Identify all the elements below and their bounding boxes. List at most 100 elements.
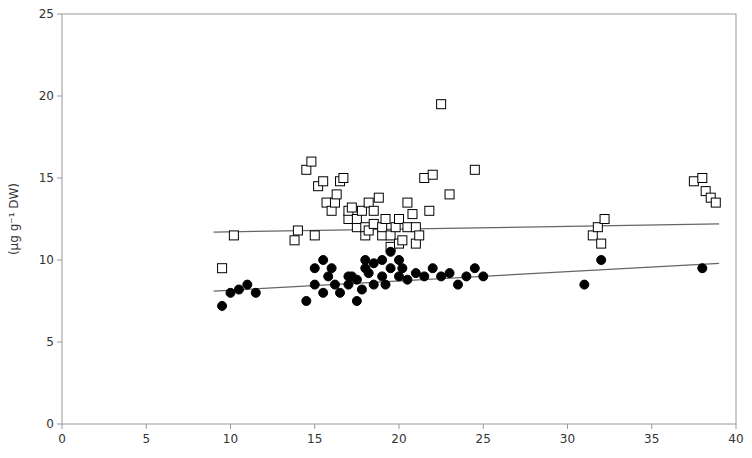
circle-point xyxy=(218,301,227,310)
circle-point xyxy=(324,272,333,281)
regression-line xyxy=(214,224,720,232)
circle-point xyxy=(243,280,252,289)
square-point xyxy=(445,190,454,199)
y-tick xyxy=(57,260,62,261)
circle-point xyxy=(369,280,378,289)
square-point xyxy=(369,206,378,215)
square-point xyxy=(470,165,479,174)
square-point xyxy=(408,210,417,219)
square-point xyxy=(398,236,407,245)
square-point xyxy=(344,215,353,224)
square-point xyxy=(378,223,387,232)
chart: 05101520253035400510152025(µg g⁻¹ DW) xyxy=(0,0,752,458)
circle-point xyxy=(319,288,328,297)
x-tick xyxy=(230,424,231,429)
square-point xyxy=(332,190,341,199)
circle-point xyxy=(437,272,446,281)
series xyxy=(218,247,707,310)
square-point xyxy=(411,239,420,248)
square-point xyxy=(425,206,434,215)
square-point xyxy=(319,177,328,186)
square-point xyxy=(395,215,404,224)
axes: 05101520253035400510152025 xyxy=(39,7,744,446)
square-point xyxy=(218,264,227,273)
circle-point xyxy=(470,264,479,273)
circle-point xyxy=(352,275,361,284)
square-point xyxy=(593,223,602,232)
square-point xyxy=(339,174,348,183)
y-tick-label: 25 xyxy=(39,7,54,21)
square-point xyxy=(352,215,361,224)
circle-point xyxy=(381,280,390,289)
circle-point xyxy=(361,256,370,265)
circle-point xyxy=(403,275,412,284)
circle-point xyxy=(226,288,235,297)
points xyxy=(218,100,721,311)
square-point xyxy=(229,231,238,240)
square-point xyxy=(711,198,720,207)
square-point xyxy=(689,177,698,186)
square-point xyxy=(330,198,339,207)
circle-point xyxy=(251,288,260,297)
square-point xyxy=(403,223,412,232)
circle-point xyxy=(453,280,462,289)
y-tick xyxy=(57,424,62,425)
x-tick-label: 0 xyxy=(58,432,66,446)
square-point xyxy=(588,231,597,240)
square-point xyxy=(420,174,429,183)
circle-point xyxy=(378,272,387,281)
circle-point xyxy=(302,297,311,306)
square-point xyxy=(322,198,331,207)
circle-point xyxy=(462,272,471,281)
square-point xyxy=(347,203,356,212)
square-point xyxy=(411,223,420,232)
y-tick xyxy=(57,178,62,179)
y-tick-label: 15 xyxy=(39,171,54,185)
circle-point xyxy=(310,280,319,289)
circle-point xyxy=(428,264,437,273)
circle-point xyxy=(580,280,589,289)
y-tick-label: 10 xyxy=(39,253,54,267)
x-tick-label: 5 xyxy=(142,432,150,446)
y-tick-label: 0 xyxy=(46,417,54,431)
square-point xyxy=(415,231,424,240)
x-tick-label: 15 xyxy=(307,432,322,446)
circle-point xyxy=(445,269,454,278)
square-point xyxy=(698,174,707,183)
x-tick-label: 40 xyxy=(728,432,743,446)
circle-point xyxy=(310,264,319,273)
circle-point xyxy=(395,272,404,281)
square-point xyxy=(352,223,361,232)
circle-point xyxy=(364,269,373,278)
square-point xyxy=(293,226,302,235)
x-tick-label: 30 xyxy=(560,432,575,446)
circle-point xyxy=(336,288,345,297)
y-tick-label: 5 xyxy=(46,335,54,349)
circle-point xyxy=(479,272,488,281)
square-point xyxy=(597,239,606,248)
circle-point xyxy=(698,264,707,273)
circle-point xyxy=(386,264,395,273)
square-point xyxy=(386,231,395,240)
y-axis-label: (µg g⁻¹ DW) xyxy=(7,183,21,255)
square-point xyxy=(369,219,378,228)
square-point xyxy=(374,193,383,202)
x-tick xyxy=(399,424,400,429)
y-tick xyxy=(57,96,62,97)
circle-point xyxy=(234,285,243,294)
series xyxy=(218,100,721,273)
x-tick-label: 10 xyxy=(223,432,238,446)
circle-point xyxy=(352,297,361,306)
plot-area xyxy=(214,100,721,311)
square-point xyxy=(307,157,316,166)
square-point xyxy=(357,206,366,215)
plot-frame xyxy=(62,14,736,424)
x-tick xyxy=(567,424,568,429)
square-point xyxy=(290,236,299,245)
x-tick xyxy=(62,424,63,429)
square-point xyxy=(378,231,387,240)
circle-point xyxy=(398,264,407,273)
square-point xyxy=(381,215,390,224)
circle-point xyxy=(411,269,420,278)
circle-point xyxy=(357,285,366,294)
